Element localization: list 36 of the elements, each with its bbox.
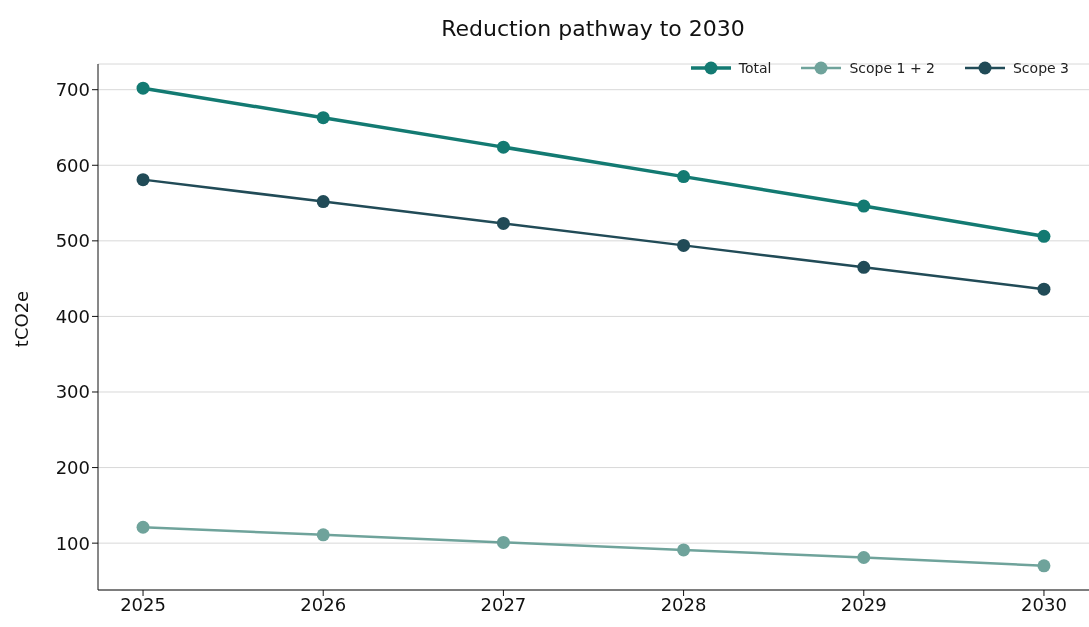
point	[136, 520, 150, 534]
point	[316, 528, 330, 542]
point	[136, 81, 150, 95]
y-tick-label: 400	[55, 305, 90, 327]
y-tick-label: 200	[55, 456, 90, 478]
point	[136, 173, 150, 187]
point	[496, 535, 510, 549]
x-tick-label: 2025	[120, 593, 166, 615]
point	[1037, 282, 1051, 296]
y-axis-title: tCO2e	[11, 290, 32, 348]
point	[496, 140, 510, 154]
point	[677, 238, 691, 252]
point	[316, 111, 330, 125]
x-tick-label: 2028	[660, 593, 707, 615]
legend-label: Scope 3	[1012, 60, 1069, 76]
y-tick-label: 700	[55, 79, 90, 101]
chart-title: Reduction pathway to 2030	[441, 16, 745, 41]
point	[677, 170, 691, 184]
point	[1037, 559, 1051, 573]
point	[316, 195, 330, 209]
y-tick-label: 300	[55, 381, 90, 403]
x-tick-label: 2029	[840, 593, 887, 615]
point	[857, 260, 871, 274]
legend-label: Scope 1 + 2	[849, 60, 935, 76]
point	[857, 199, 871, 213]
x-tick-label: 2026	[300, 593, 347, 615]
x-tick-label: 2030	[1021, 593, 1067, 615]
point	[857, 551, 871, 564]
x-tick-label: 2027	[480, 593, 527, 615]
y-tick-label: 100	[55, 532, 90, 554]
y-tick-label: 600	[55, 154, 90, 176]
y-tick-label: 500	[55, 230, 90, 252]
point	[496, 216, 510, 230]
point	[677, 543, 691, 557]
legend-label: Total	[738, 60, 772, 76]
point	[1037, 229, 1051, 243]
